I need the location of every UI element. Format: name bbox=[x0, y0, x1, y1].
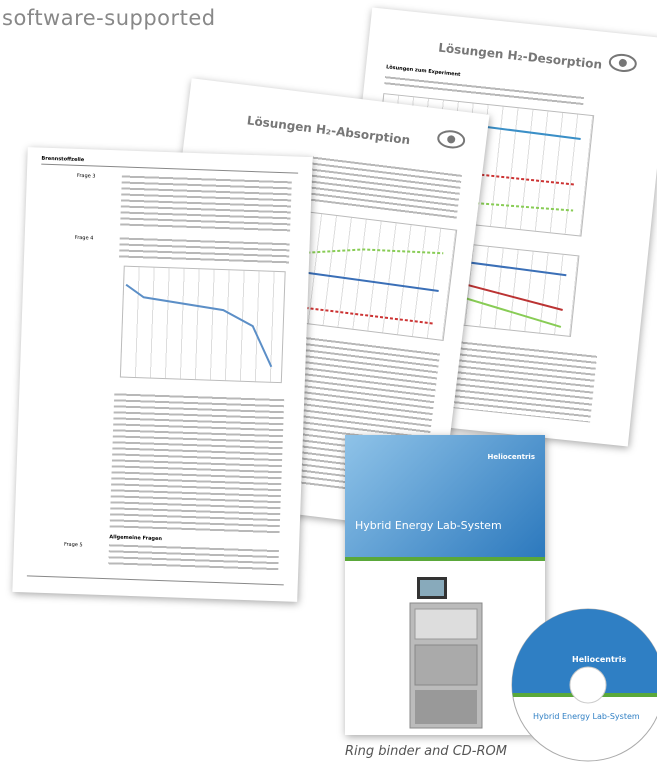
document-title: Lösungen H₂-Absorption bbox=[246, 113, 411, 147]
document-title: Lösungen H₂-Desorption bbox=[438, 41, 603, 72]
question-label: Frage 4 bbox=[75, 235, 94, 242]
page-header: Brennstoffzelle bbox=[41, 156, 84, 163]
eye-icon bbox=[607, 50, 639, 75]
document-page: Brennstoffzelle Frage 3 Frage 4 Allgemei… bbox=[12, 147, 312, 602]
cd-rom bbox=[510, 605, 657, 765]
brand: Heliocentris bbox=[572, 655, 626, 664]
cd-title: Hybrid Energy Lab-System bbox=[533, 712, 640, 721]
chart-image bbox=[120, 266, 286, 384]
page: {"header":{"title":"software-supported"}… bbox=[0, 0, 657, 764]
question-label: Frage 5 bbox=[64, 542, 83, 549]
product-photo bbox=[395, 575, 495, 730]
chart-image bbox=[293, 211, 458, 341]
brand: Heliocentris bbox=[488, 453, 535, 461]
question-label: Frage 3 bbox=[77, 173, 96, 180]
eye-icon bbox=[435, 127, 467, 152]
heading: software-supported bbox=[2, 6, 216, 30]
binder-title: Hybrid Energy Lab-System bbox=[355, 519, 502, 532]
caption: Ring binder and CD-ROM bbox=[345, 744, 507, 759]
